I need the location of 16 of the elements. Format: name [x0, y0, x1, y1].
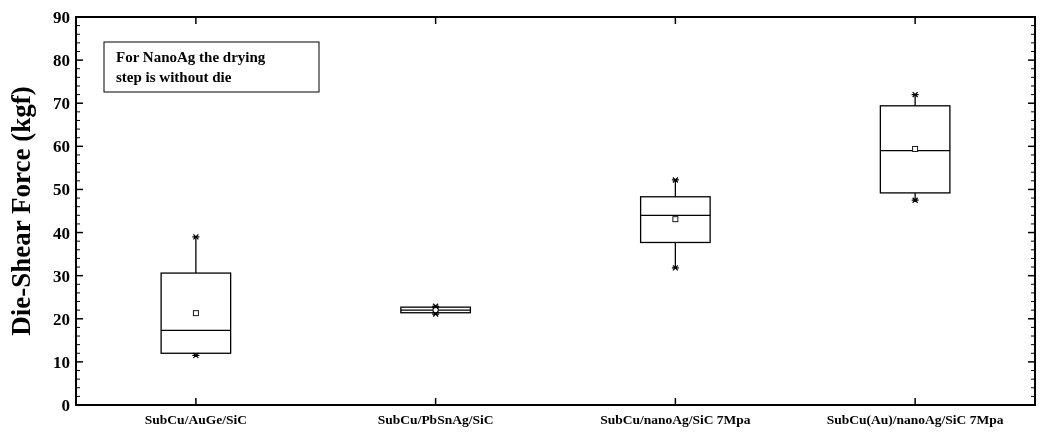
y-tick-label: 40	[53, 223, 70, 243]
x-tick-label: SubCu/nanoAg/SiC 7Mpa	[600, 412, 751, 427]
x-tick-label: SubCu/PbSnAg/SiC	[377, 412, 494, 427]
y-tick-label: 30	[53, 266, 70, 286]
y-tick-label: 80	[53, 51, 70, 71]
y-tick-label: 90	[53, 7, 70, 27]
y-tick-label: 0	[61, 395, 70, 415]
y-tick-label: 70	[53, 94, 70, 114]
y-tick-label: 50	[53, 180, 70, 200]
x-tick-label: SubCu(Au)/nanoAg/SiC 7Mpa	[826, 412, 1004, 427]
x-tick-label: SubCu/AuGe/SiC	[144, 412, 247, 427]
annotation: For NanoAg the drying step is without die	[116, 49, 266, 85]
y-tick-label: 60	[53, 137, 70, 157]
y-tick-label: 20	[53, 309, 70, 329]
y-tick-label: 10	[53, 352, 70, 372]
y-axis-title: Die-Shear Force (kgf)	[6, 86, 36, 336]
